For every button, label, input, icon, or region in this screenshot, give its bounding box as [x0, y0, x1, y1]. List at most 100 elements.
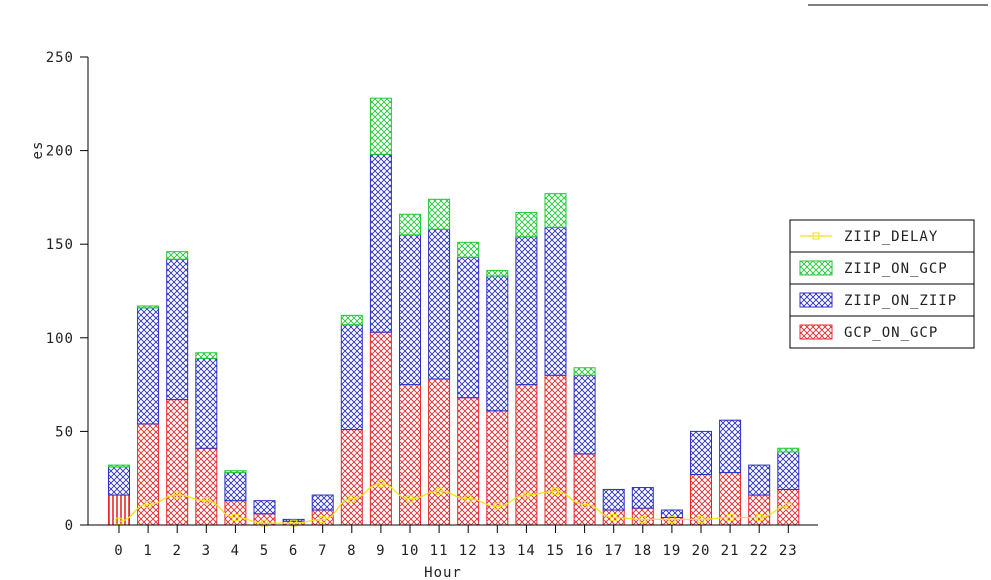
- y-tick-label-50: 50: [55, 424, 74, 440]
- bar-ziip-on-gcp-hour-2: [166, 251, 189, 260]
- bars-layer: [108, 97, 800, 526]
- line-ziip-delay: [118, 483, 789, 524]
- bar-gcp-on-gcp-hour-11: [428, 378, 451, 526]
- x-tick-label-8: 8: [347, 543, 356, 559]
- x-tick-label-20: 20: [692, 543, 711, 559]
- point-ziip-delay-hour-21: [726, 514, 734, 522]
- x-tick-label-6: 6: [289, 543, 298, 559]
- point-ziip-delay-hour-23: [784, 502, 792, 510]
- legend-swatch-ziip-on-ziip: [799, 292, 833, 308]
- x-tick-label-15: 15: [546, 543, 565, 559]
- x-tick-label-12: 12: [459, 543, 478, 559]
- x-tick-label-10: 10: [401, 543, 420, 559]
- bar-ziip-on-gcp-hour-11: [428, 198, 451, 230]
- point-ziip-delay-hour-10: [406, 495, 414, 503]
- bar-ziip-on-gcp-hour-3: [195, 352, 218, 359]
- bar-ziip-on-gcp-hour-1: [137, 305, 160, 309]
- y-axis-title: es: [30, 141, 46, 160]
- x-tick-label-19: 19: [662, 543, 681, 559]
- bar-ziip-on-ziip-hour-3: [195, 357, 218, 449]
- legend-swatch-gcp-on-gcp: [799, 324, 833, 340]
- point-ziip-delay-hour-20: [697, 515, 705, 523]
- bar-gcp-on-gcp-hour-3: [195, 447, 218, 526]
- bar-gcp-on-gcp-hour-4: [224, 500, 247, 526]
- x-tick-label-18: 18: [633, 543, 652, 559]
- bar-ziip-on-gcp-hour-12: [457, 241, 480, 258]
- bar-gcp-on-gcp-hour-10: [399, 384, 421, 526]
- bar-ziip-on-ziip-hour-8: [340, 324, 363, 431]
- bar-ziip-on-ziip-hour-9: [369, 153, 392, 333]
- x-axis-title: Hour: [424, 565, 462, 580]
- x-tick-label-4: 4: [231, 543, 240, 559]
- point-ziip-delay-hour-3: [202, 497, 210, 505]
- bar-ziip-on-gcp-hour-23: [777, 447, 800, 453]
- bar-ziip-on-ziip-hour-10: [399, 234, 421, 386]
- x-tick-label-9: 9: [376, 543, 385, 559]
- bar-ziip-on-ziip-hour-1: [137, 307, 160, 425]
- bar-gcp-on-gcp-hour-8: [340, 429, 363, 526]
- bar-gcp-on-gcp-hour-1: [137, 423, 160, 526]
- point-ziip-delay-hour-2: [173, 491, 181, 499]
- bar-ziip-on-ziip-hour-14: [515, 236, 538, 386]
- x-tick-label-11: 11: [430, 543, 449, 559]
- x-tick-label-14: 14: [517, 543, 536, 559]
- bar-ziip-on-ziip-hour-0: [108, 466, 130, 496]
- point-ziip-delay-hour-14: [522, 491, 530, 499]
- legend: ZIIP_DELAY ZIIP_ON_GCP ZIIP_ON_ZIIP GCP_ON_…: [789, 219, 975, 349]
- x-tick-label-13: 13: [488, 543, 507, 559]
- bar-gcp-on-gcp-hour-9: [369, 331, 392, 526]
- bar-ziip-on-ziip-hour-21: [719, 419, 742, 474]
- bar-ziip-on-ziip-hour-19: [660, 509, 683, 519]
- bar-ziip-on-gcp-hour-8: [340, 314, 363, 326]
- bar-ziip-on-gcp-hour-13: [486, 269, 509, 277]
- bar-gcp-on-gcp-hour-12: [457, 397, 480, 526]
- y-tick-label-100: 100: [46, 331, 74, 347]
- point-ziip-delay-hour-19: [668, 515, 676, 523]
- legend-label-gcp-on-gcp: GCP_ON_GCP: [844, 325, 938, 341]
- point-ziip-delay-hour-12: [464, 495, 472, 503]
- bar-ziip-on-ziip-hour-13: [486, 275, 509, 412]
- bar-ziip-on-gcp-hour-15: [544, 193, 567, 228]
- bar-gcp-on-gcp-hour-19: [660, 517, 683, 526]
- y-tick-label-0: 0: [65, 518, 74, 534]
- bar-ziip-on-gcp-hour-16: [573, 367, 596, 376]
- bar-ziip-on-ziip-hour-2: [166, 258, 189, 401]
- delay-line-layer: [115, 480, 792, 527]
- point-ziip-delay-hour-22: [755, 514, 763, 522]
- bar-ziip-on-gcp-hour-14: [515, 211, 538, 238]
- bar-ziip-on-ziip-hour-17: [602, 488, 625, 511]
- axes: [87, 57, 818, 526]
- y-tick-label-250: 250: [46, 50, 74, 66]
- legend-label-ziip-delay: ZIIP_DELAY: [844, 229, 938, 245]
- x-tick-label-22: 22: [750, 543, 769, 559]
- bar-ziip-on-gcp-hour-9: [369, 97, 392, 155]
- bar-gcp-on-gcp-hour-0: [108, 494, 130, 526]
- bar-ziip-on-gcp-hour-4: [224, 470, 247, 474]
- bar-ziip-on-gcp-hour-10: [399, 213, 421, 236]
- point-ziip-delay-hour-1: [144, 500, 152, 508]
- x-tick-label-21: 21: [721, 543, 740, 559]
- legend-label-ziip-on-gcp: ZIIP_ON_GCP: [844, 261, 948, 277]
- point-ziip-delay-hour-13: [493, 502, 501, 510]
- bar-ziip-on-ziip-hour-5: [253, 500, 276, 515]
- point-ziip-delay-hour-4: [231, 514, 239, 522]
- bar-ziip-on-ziip-hour-16: [573, 374, 596, 455]
- legend-label-ziip-on-ziip: ZIIP_ON_ZIIP: [844, 293, 957, 309]
- point-ziip-delay-hour-17: [610, 514, 618, 522]
- bar-gcp-on-gcp-hour-16: [573, 453, 596, 526]
- x-tick-label-3: 3: [202, 543, 211, 559]
- x-tick-label-7: 7: [318, 543, 327, 559]
- bar-ziip-on-ziip-hour-11: [428, 228, 451, 380]
- bar-gcp-on-gcp-hour-2: [166, 399, 189, 526]
- point-ziip-delay-hour-11: [435, 487, 443, 495]
- bar-ziip-on-ziip-hour-22: [748, 464, 771, 496]
- x-tick-label-2: 2: [172, 543, 181, 559]
- bar-ziip-on-ziip-hour-7: [311, 494, 334, 511]
- x-tick-label-5: 5: [260, 543, 269, 559]
- bar-gcp-on-gcp-hour-14: [515, 384, 538, 526]
- bar-ziip-on-gcp-hour-0: [108, 464, 130, 468]
- bar-gcp-on-gcp-hour-13: [486, 410, 509, 526]
- bar-ziip-on-ziip-hour-18: [631, 487, 654, 509]
